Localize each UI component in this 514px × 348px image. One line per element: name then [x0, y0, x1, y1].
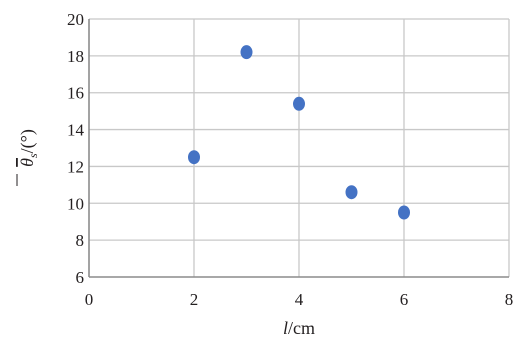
x-tick-label: 0	[85, 290, 94, 309]
x-axis-label: l/cm	[283, 318, 315, 338]
y-tick-label: 16	[67, 84, 84, 103]
y-tick-label: 14	[67, 121, 85, 140]
x-tick-label: 4	[295, 290, 304, 309]
data-point	[188, 150, 200, 165]
data-point	[345, 185, 358, 200]
tick-label-layer: 6 8 10 12 14 16 18 20 0 2 4 6 8	[67, 10, 513, 309]
x-axis-variable: l	[283, 318, 288, 338]
y-tick-label: 20	[67, 10, 84, 29]
x-tick-label: 6	[400, 290, 409, 309]
y-tick-label: 18	[67, 47, 84, 66]
y-axis-variable: θ	[17, 158, 37, 167]
data-point	[240, 45, 253, 60]
y-tick-label: 6	[76, 268, 85, 287]
y-axis-label: θs/(°)	[16, 129, 40, 186]
svg-text:θs/(°): θs/(°)	[17, 129, 40, 167]
grid-layer	[89, 18, 510, 277]
data-point-layer	[188, 45, 410, 220]
x-axis-unit: /cm	[288, 318, 315, 338]
data-point	[293, 96, 305, 111]
y-axis-unit: /(°)	[17, 129, 38, 153]
data-point	[398, 205, 410, 220]
x-tick-label: 8	[505, 290, 514, 309]
y-axis-subscript: s	[26, 153, 40, 158]
axis-layer	[88, 19, 509, 278]
y-tick-label: 10	[67, 194, 84, 213]
x-tick-label: 2	[190, 290, 199, 309]
y-tick-label: 12	[67, 157, 84, 176]
y-tick-label: 8	[76, 231, 85, 250]
